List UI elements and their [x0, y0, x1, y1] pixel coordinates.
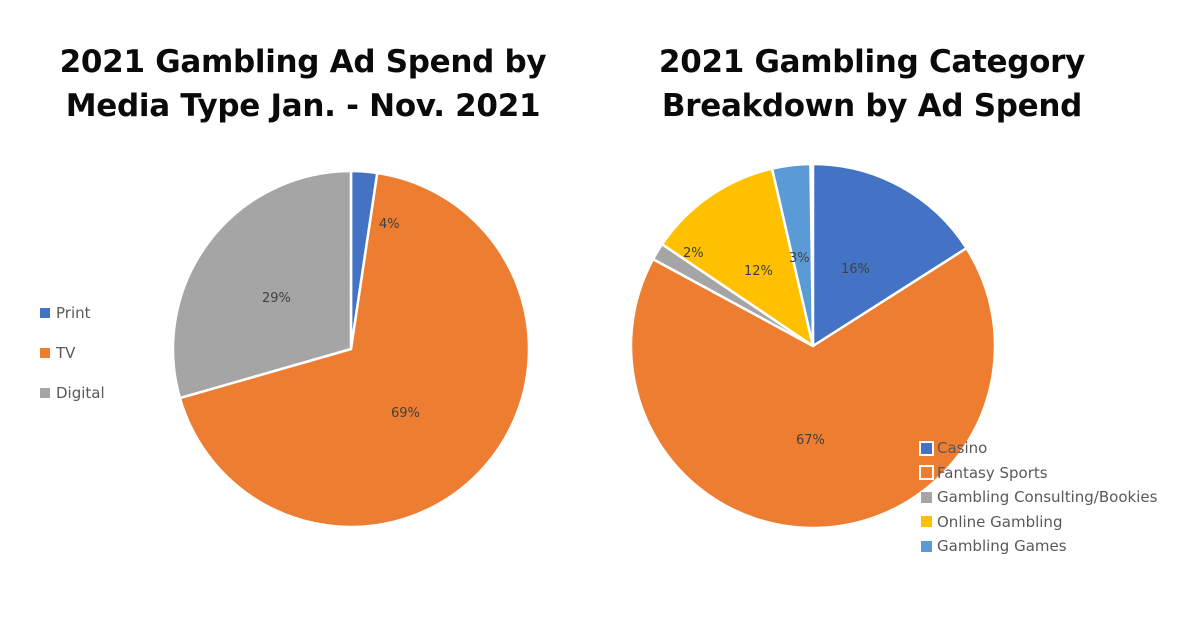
slice-label-tv: 69%	[391, 406, 420, 421]
left-chart-title: 2021 Gambling Ad Spend by Media Type Jan…	[0, 40, 606, 128]
slice-casino	[811, 162, 968, 348]
right-chart-title: 2021 Gambling Category Breakdown by Ad S…	[572, 40, 1172, 128]
legend-label-digital: Digital	[56, 384, 105, 402]
media-type-legend: Print TV Digital	[40, 293, 105, 413]
slice-label-casino: 16%	[841, 262, 870, 277]
right-chart-title-line-1: 2021 Gambling Category	[658, 44, 1086, 80]
slice-gambling-games	[770, 162, 815, 348]
legend-label-print: Print	[56, 304, 91, 322]
legend-label-fantasy-sports: Fantasy Sports	[937, 463, 1048, 482]
slice-tv	[178, 171, 531, 529]
slice-fantasy-sports	[629, 246, 997, 530]
slice-label-print: 4%	[379, 217, 400, 232]
legend-swatch-tv	[40, 348, 50, 358]
legend-swatch-fantasy-sports	[919, 465, 934, 481]
legend-label-consulting: Gambling Consulting/Bookies	[937, 488, 1158, 507]
legend-swatch-gambling-games	[921, 540, 932, 552]
legend-item-print: Print	[40, 293, 105, 333]
slice-online-gambling	[660, 167, 815, 348]
legend-label-tv: TV	[56, 344, 76, 362]
slice-label-fantasy-sports: 67%	[796, 433, 825, 448]
slice-label-consulting: 2%	[683, 246, 704, 261]
legend-swatch-online-gambling	[921, 516, 932, 528]
category-legend: Casino Fantasy Sports Gambling Consultin…	[919, 436, 1157, 559]
legend-item-digital: Digital	[40, 373, 105, 413]
legend-item-casino: Casino	[919, 436, 1157, 461]
legend-item-online-gambling: Online Gambling	[921, 510, 1157, 535]
slice-label-gambling-games: 3%	[789, 251, 810, 266]
legend-swatch-digital	[40, 388, 50, 398]
legend-label-gambling-games: Gambling Games	[937, 537, 1067, 556]
slice-label-online-gambling: 12%	[744, 264, 773, 279]
media-type-pie	[171, 169, 531, 529]
slice-label-digital: 29%	[262, 291, 291, 306]
legend-item-gambling-games: Gambling Games	[921, 534, 1157, 559]
right-chart-title-line-2: Breakdown by Ad Spend	[661, 88, 1083, 124]
legend-label-online-gambling: Online Gambling	[937, 512, 1063, 531]
category-pie	[629, 162, 997, 530]
legend-swatch-consulting	[921, 491, 932, 503]
legend-item-tv: TV	[40, 333, 105, 373]
legend-swatch-print	[40, 308, 50, 318]
left-chart-title-line-2: Media Type Jan. - Nov. 2021	[65, 88, 541, 124]
legend-item-fantasy-sports: Fantasy Sports	[919, 461, 1157, 486]
legend-swatch-casino	[919, 440, 934, 456]
legend-label-casino: Casino	[937, 439, 988, 458]
legend-item-consulting: Gambling Consulting/Bookies	[921, 485, 1157, 510]
left-chart-title-line-1: 2021 Gambling Ad Spend by	[59, 44, 547, 80]
slice-digital	[171, 169, 353, 400]
